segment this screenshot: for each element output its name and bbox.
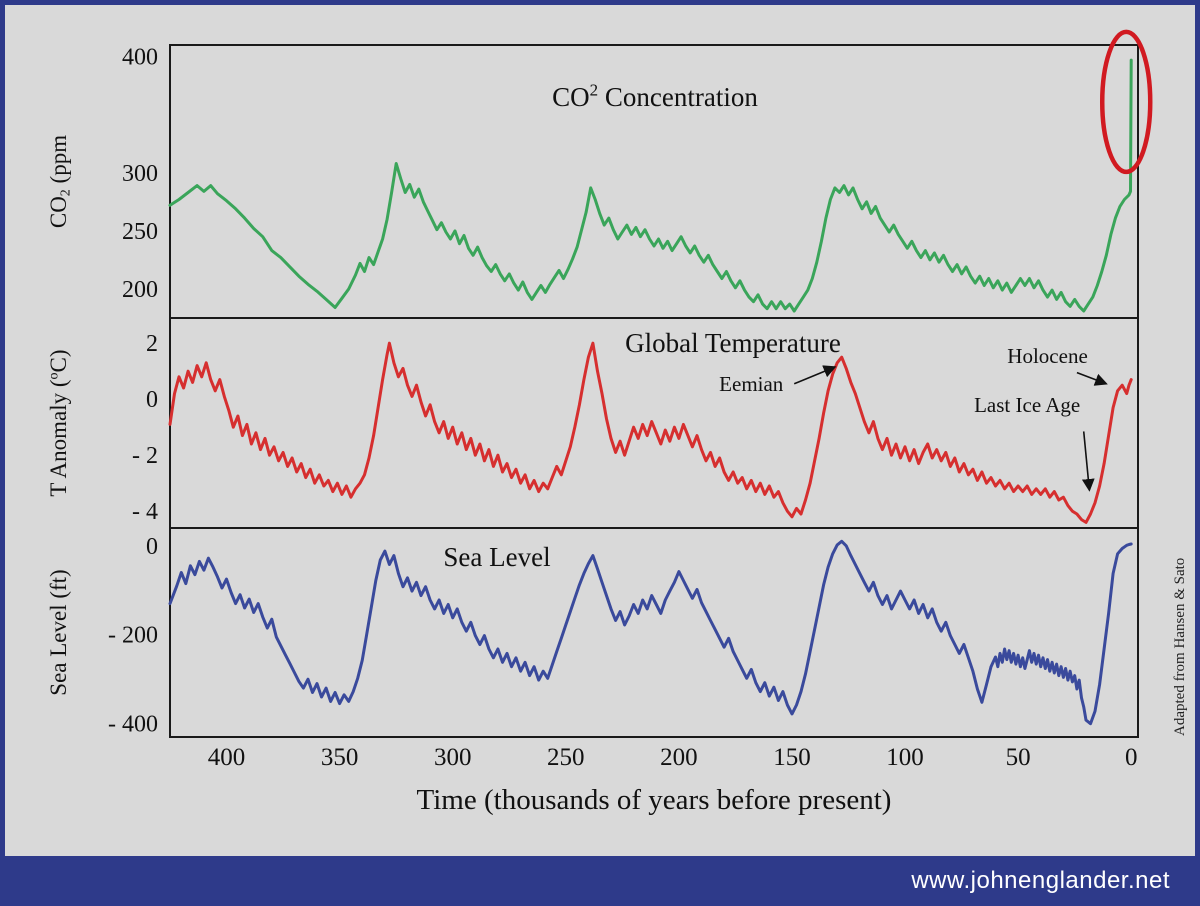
highlight-ellipse [1099,29,1153,175]
annotation-arrow [1076,371,1108,386]
sealevel-panel-title: Sea Level [443,542,550,572]
website-url: www.johnenglander.net [911,867,1170,894]
sealevel-y-axis-label: Sea Level (ft) [46,569,71,695]
annotation-label: Holocene [1007,344,1087,368]
x-tick-label: 100 [886,744,924,771]
temperature-y-axis-label: T Anomaly (oC) [46,349,71,496]
label-part: T Anomaly ( [46,379,71,496]
label-part: C) [46,349,71,372]
temperature-y-tick-label: 2 [146,331,158,357]
label-part: Sea Level [443,542,550,572]
sealevel-series-line [168,539,1133,726]
x-tick-label: 150 [773,744,811,771]
x-tick-label: 300 [434,744,472,771]
label-part: CO [552,82,590,112]
label-part: Concentration [598,82,758,112]
co2-y-tick-label: 200 [122,277,158,303]
label-part: o [46,372,61,379]
x-tick-label: 0 [1125,744,1138,771]
x-tick-label: 200 [660,744,698,771]
x-tick-label: 350 [321,744,359,771]
co2-series-line [168,58,1133,313]
annotation-arrow [1081,431,1095,492]
co2-panel-title: CO2 Concentration [552,81,758,112]
co2-y-tick-label: 400 [122,45,158,71]
annotation-label: Last Ice Age [974,393,1080,417]
sealevel-panel-border [169,527,1139,738]
co2-y-tick-label: 300 [122,161,158,187]
temperature-y-tick-label: 0 [146,387,158,413]
temperature-series-line [168,341,1133,524]
temperature-y-tick-label: - 2 [132,443,158,469]
x-tick-label: 50 [1006,744,1031,771]
label-part: Global Temperature [625,328,841,358]
label-part: 2 [59,189,74,196]
x-tick-label: 400 [208,744,246,771]
label-part: (ppm [46,135,71,189]
sealevel-y-tick-label: 0 [146,534,158,560]
x-axis-title: Time (thousands of years before present) [416,784,892,816]
label-part: CO [46,196,71,228]
label-part: 2 [590,81,599,100]
sealevel-y-tick-label: - 200 [108,623,158,649]
x-tick-label: 250 [547,744,585,771]
co2-y-axis-label: CO2 (ppm [46,135,74,228]
temperature-panel-title: Global Temperature [625,328,841,358]
annotation-label: Eemian [719,372,784,396]
sealevel-y-tick-label: - 400 [108,712,158,738]
co2-y-tick-label: 250 [122,219,158,245]
credit-note: Adapted from Hansen & Sato [1172,557,1188,736]
annotation-arrow [793,365,837,385]
label-part: Sea Level (ft) [46,569,71,695]
temperature-y-tick-label: - 4 [132,499,158,525]
footer-bar: www.johnenglander.net [0,856,1200,906]
